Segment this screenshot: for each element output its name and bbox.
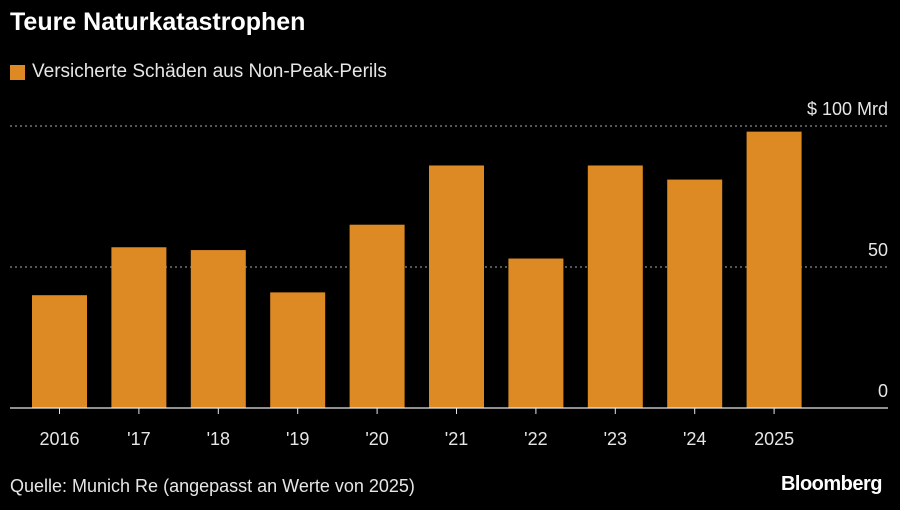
x-tick-label: '21 [445, 429, 468, 449]
bar [270, 292, 326, 408]
bar [587, 165, 643, 408]
source-note: Quelle: Munich Re (angepasst an Werte vo… [10, 476, 415, 496]
legend: Versicherte Schäden aus Non-Peak-Perils [10, 61, 387, 83]
x-tick-label: 2016 [39, 429, 79, 449]
bar [746, 131, 802, 408]
chart-title: Teure Naturkatastrophen [10, 8, 306, 36]
bar [349, 224, 405, 408]
bloomberg-logo: Bloomberg [780, 473, 883, 495]
x-tick-label: '24 [683, 429, 706, 449]
legend-label: Versicherte Schäden aus Non-Peak-Perils [32, 61, 387, 82]
x-tick-label: 2025 [754, 429, 794, 449]
x-tick-label: '22 [524, 429, 547, 449]
y-tick-label: 0 [878, 381, 888, 401]
y-tick-label: $ 100 Mrd [807, 99, 888, 119]
x-tick-label: '19 [286, 429, 309, 449]
bar [429, 165, 484, 408]
bar [508, 258, 564, 408]
bar [667, 179, 723, 408]
bar [111, 247, 167, 408]
x-tick-label: '18 [207, 429, 230, 449]
x-tick-label: '23 [604, 429, 627, 449]
x-tick-label: '17 [127, 429, 150, 449]
legend-swatch [10, 64, 25, 80]
bar [190, 250, 246, 408]
y-tick-label: 50 [868, 240, 888, 260]
x-tick-label: '20 [365, 429, 388, 449]
bar [32, 295, 87, 408]
